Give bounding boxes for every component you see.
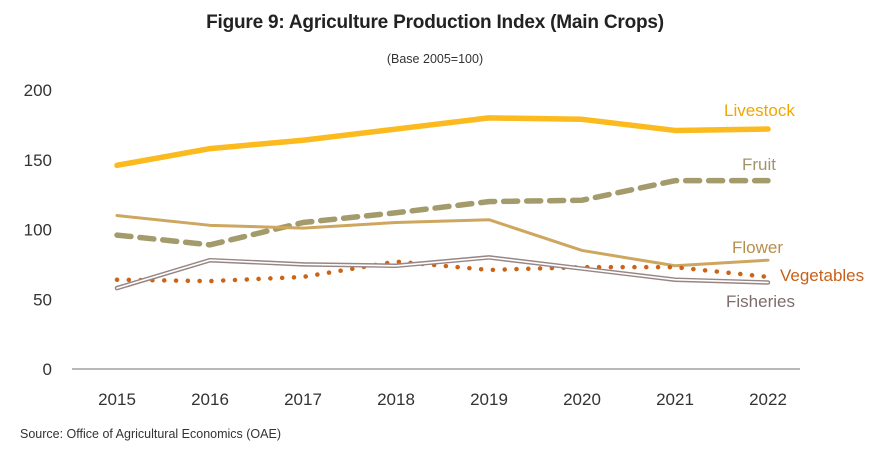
series-label-fisheries: Fisheries	[726, 292, 795, 311]
series-label-livestock: Livestock	[724, 101, 795, 120]
x-tick-label: 2019	[470, 390, 508, 409]
line-flower	[115, 214, 770, 268]
series-livestock	[114, 115, 771, 169]
line-fruit	[114, 177, 771, 248]
line-fisheries-inner	[116, 256, 769, 289]
chart-title: Figure 9: Agriculture Production Index (…	[206, 12, 664, 33]
x-tick-label: 2020	[563, 390, 601, 409]
series-group	[114, 115, 771, 291]
y-axis: 0 50 100 150 200	[24, 81, 52, 379]
series-labels: Livestock Fruit Flower Vegetables Fisheries	[724, 101, 864, 311]
x-tick-label: 2015	[98, 390, 136, 409]
x-tick-label: 2016	[191, 390, 229, 409]
series-vegetables	[114, 259, 771, 284]
source-note: Source: Office of Agricultural Economics…	[20, 427, 281, 441]
y-tick-label: 0	[43, 360, 52, 379]
x-tick-label: 2018	[377, 390, 415, 409]
chart-subtitle: (Base 2005=100)	[386, 52, 484, 66]
series-label-flower: Flower	[732, 238, 783, 257]
y-tick-label: 100	[24, 221, 52, 240]
x-tick-label: 2022	[749, 390, 787, 409]
y-tick-label: 150	[24, 151, 52, 170]
x-tick-label: 2017	[284, 390, 322, 409]
series-label-fruit: Fruit	[742, 155, 776, 174]
x-tick-label: 2021	[656, 390, 694, 409]
series-fisheries	[114, 255, 771, 291]
series-flower	[115, 214, 770, 268]
line-livestock	[114, 115, 771, 169]
x-axis: 2015 2016 2017 2018 2019 2020 2021 2022	[98, 390, 787, 409]
line-vegetables	[114, 259, 771, 284]
series-fruit	[114, 177, 771, 248]
y-tick-label: 50	[33, 290, 52, 309]
series-label-vegetables: Vegetables	[780, 266, 864, 285]
y-tick-label: 200	[24, 81, 52, 100]
